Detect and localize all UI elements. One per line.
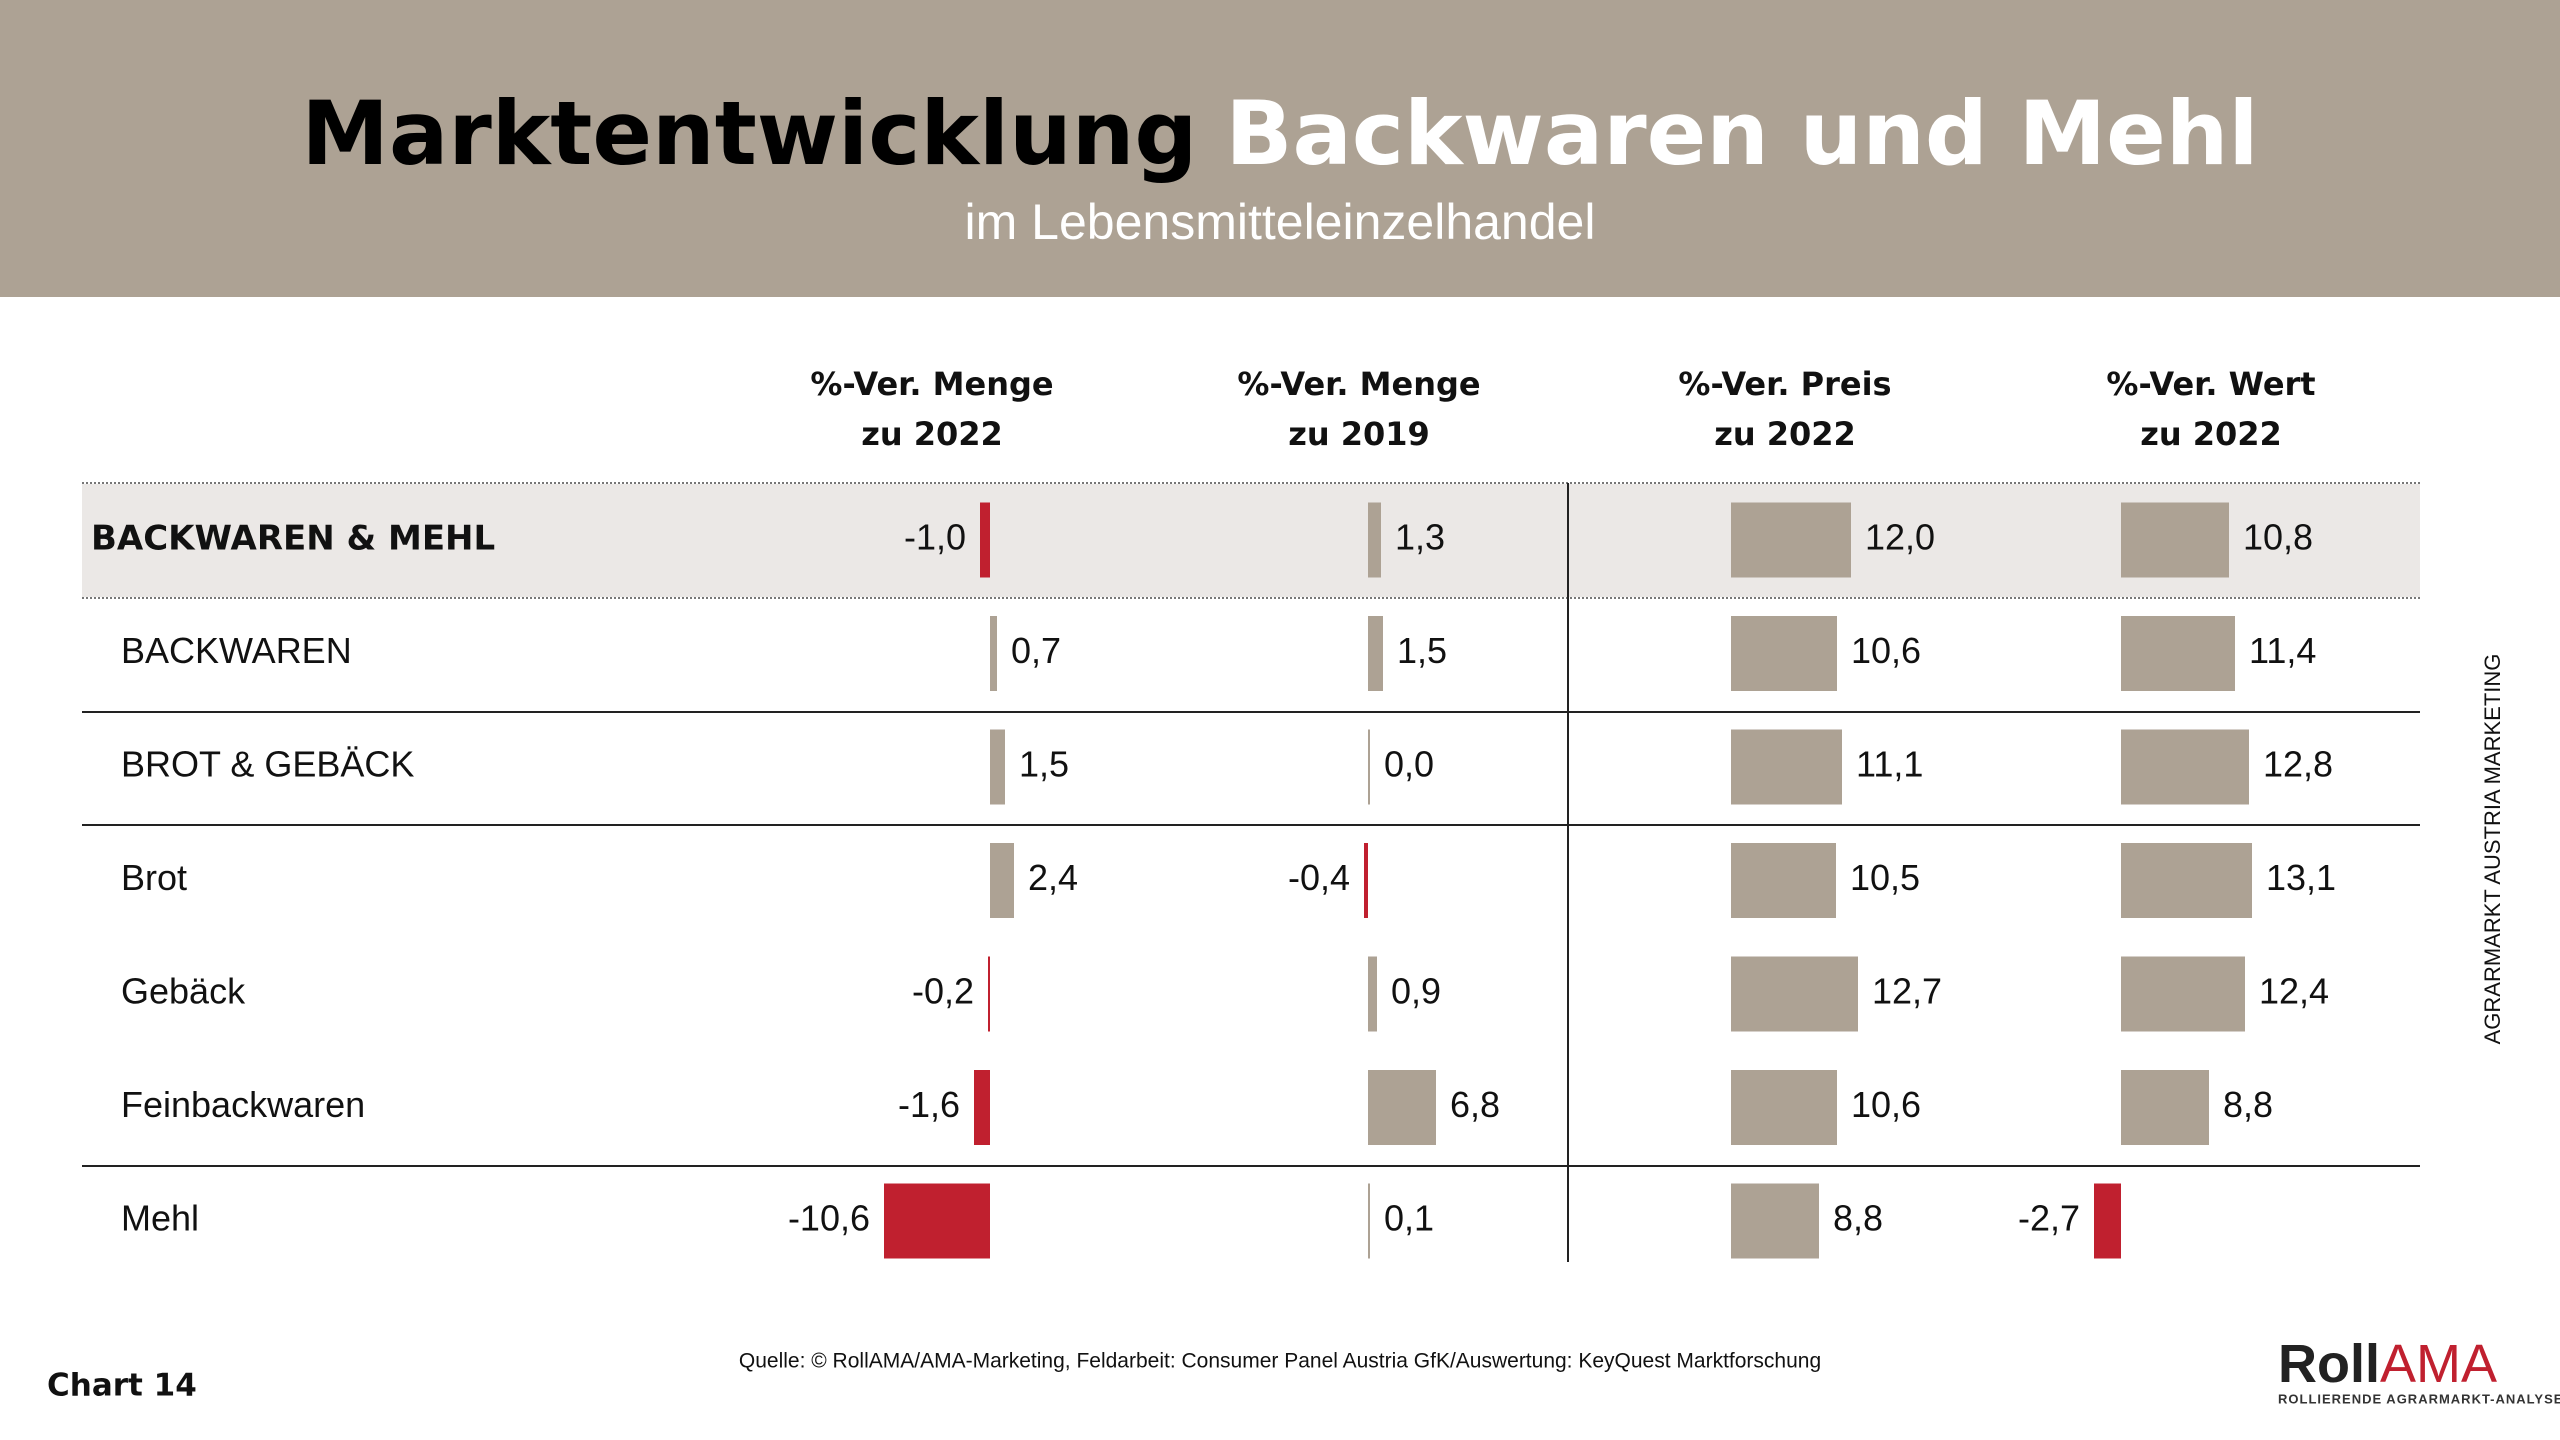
value-label: 12,7 [1872,971,1942,1012]
bar [1368,1070,1436,1145]
bar [1731,502,1851,578]
bar [988,956,990,1032]
value-label: 10,5 [1850,857,1920,898]
bar [990,843,1014,918]
value-label: -1,6 [898,1084,960,1125]
value-label: 11,1 [1856,744,1923,785]
side-note: AGRARMARKT AUSTRIA MARKETING [2480,654,2505,1045]
bar [2094,1183,2121,1259]
column-header: %-Ver. Wert zu 2022 [2106,365,2316,453]
value-label: 8,8 [1833,1198,1883,1239]
bar [2121,616,2235,691]
title-dark: Marktentwicklung [301,82,1197,185]
column-header: %-Ver. Menge zu 2022 [810,365,1054,453]
value-label: 12,4 [2259,971,2329,1012]
bar [1731,1070,1837,1145]
logo-dark: Roll [2278,1334,2380,1394]
row-label: Gebäck [121,971,246,1012]
highlight-row [82,484,2420,597]
value-label: 10,6 [1851,630,1921,671]
value-label: 12,0 [1865,517,1935,558]
bar [2121,956,2245,1032]
value-label: -10,6 [788,1198,870,1239]
bar [1368,502,1381,578]
value-label: 12,8 [2263,744,2333,785]
column-header: %-Ver. Preis zu 2022 [1678,365,1892,453]
row-label: Brot [121,857,187,898]
value-label: 0,9 [1391,971,1441,1012]
value-label: -2,7 [2018,1198,2080,1239]
logo-tagline: ROLLIERENDE AGRARMARKT-ANALYSE [2278,1391,2560,1406]
value-label: 2,4 [1028,857,1078,898]
subtitle: im Lebensmitteleinzelhandel [965,194,1596,250]
value-label: 6,8 [1450,1084,1500,1125]
bar [1368,1183,1370,1259]
row-label: BACKWAREN [121,630,352,671]
value-label: -1,0 [904,517,966,558]
bar [990,729,1005,805]
value-label: 0,1 [1384,1198,1434,1239]
chart-number: Chart 14 [47,1368,197,1404]
value-label: 0,0 [1384,744,1434,785]
bar [1731,1183,1819,1259]
row-label: Feinbackwaren [121,1084,365,1125]
bar [1731,616,1837,691]
row-label: BROT & GEBÄCK [121,744,414,785]
title: Marktentwicklung Backwaren und Mehl [301,82,2258,185]
bar [1731,843,1836,918]
row-label: BACKWAREN & MEHL [91,519,495,559]
bar [884,1183,990,1259]
header-band [0,0,2560,297]
bar [2121,1070,2209,1145]
source: Quelle: © RollAMA/AMA-Marketing, Feldarb… [739,1350,1821,1373]
logo: RollAMA [2278,1334,2497,1394]
bar [990,616,997,691]
value-label: 0,7 [1011,630,1061,671]
bar [1368,729,1370,805]
bar [2121,843,2252,918]
value-label: 8,8 [2223,1084,2273,1125]
title-light: Backwaren und Mehl [1225,82,2258,185]
bar [1368,616,1383,691]
bar [974,1070,990,1145]
value-label: 13,1 [2266,857,2336,898]
value-label: 10,8 [2243,517,2313,558]
bar [1731,956,1858,1032]
bar [1731,729,1842,805]
bar [2121,729,2249,805]
value-label: 1,5 [1397,630,1447,671]
column-header: %-Ver. Menge zu 2019 [1237,365,1481,453]
bar [2121,502,2229,578]
value-label: -0,4 [1288,857,1350,898]
bar [1368,956,1377,1032]
bar [1364,843,1368,918]
value-label: 1,5 [1019,744,1069,785]
row-label: Mehl [121,1198,199,1239]
value-label: 1,3 [1395,517,1445,558]
value-label: -0,2 [912,971,974,1012]
bar [980,502,990,578]
value-label: 11,4 [2249,630,2316,671]
value-label: 10,6 [1851,1084,1921,1125]
logo-red: AMA [2380,1334,2497,1394]
